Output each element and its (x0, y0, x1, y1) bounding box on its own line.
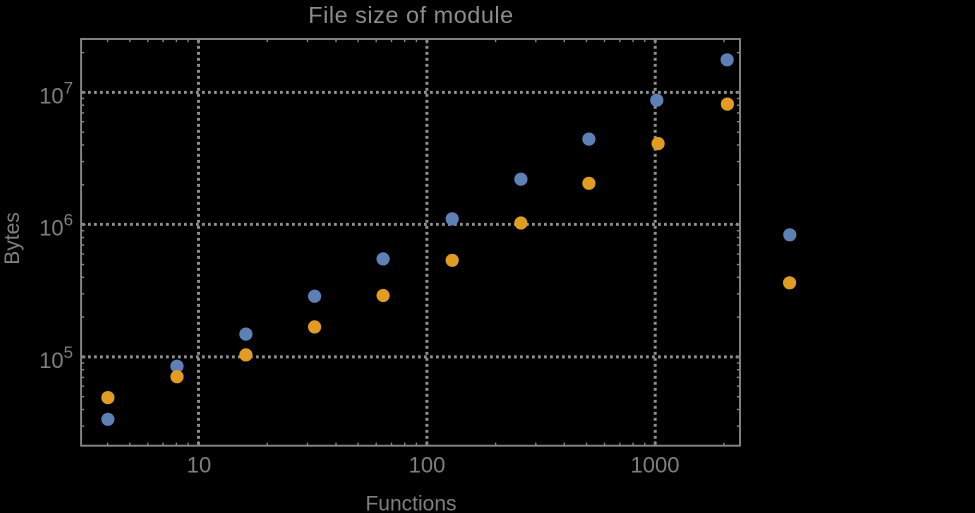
svg-text:Functions: Functions (365, 493, 456, 513)
svg-text:10: 10 (187, 452, 211, 477)
svg-text:Bytes: Bytes (1, 212, 24, 265)
svg-text:File size of module: File size of module (308, 2, 513, 28)
svg-text:1000: 1000 (631, 452, 680, 477)
svg-text:100: 100 (409, 452, 446, 477)
